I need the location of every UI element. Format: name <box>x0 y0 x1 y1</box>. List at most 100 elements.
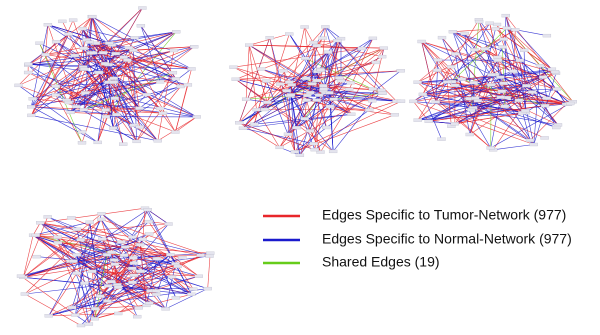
node <box>447 65 455 68</box>
node <box>86 221 94 224</box>
node <box>365 109 373 112</box>
node <box>36 221 44 224</box>
node <box>105 42 113 45</box>
node <box>159 112 167 115</box>
node <box>94 141 102 144</box>
node <box>539 76 547 79</box>
node <box>310 142 318 145</box>
node <box>110 77 118 80</box>
node <box>143 93 151 96</box>
node <box>67 111 75 114</box>
node <box>358 47 366 50</box>
legend-label: Edges Specific to Tumor-Network (977) <box>322 207 566 223</box>
node <box>503 27 511 30</box>
node <box>144 208 152 211</box>
node <box>65 33 73 36</box>
node <box>86 41 94 44</box>
node <box>172 30 180 33</box>
node <box>33 255 41 258</box>
node <box>98 238 106 241</box>
node <box>303 99 311 102</box>
node <box>89 51 97 54</box>
node <box>64 101 72 104</box>
node <box>467 109 475 112</box>
node <box>488 73 496 76</box>
node <box>153 257 161 260</box>
node <box>319 84 327 87</box>
node <box>112 113 120 116</box>
node <box>443 80 451 83</box>
node <box>257 68 265 71</box>
node <box>414 81 422 84</box>
node <box>52 40 60 43</box>
node <box>322 126 330 129</box>
node <box>253 108 261 111</box>
edge <box>246 45 249 99</box>
node <box>121 246 129 249</box>
node <box>500 38 508 41</box>
node <box>493 56 501 59</box>
node <box>77 324 85 327</box>
node <box>500 82 508 85</box>
node <box>330 98 338 101</box>
network <box>17 207 214 327</box>
node <box>101 62 109 65</box>
node <box>530 143 538 146</box>
node <box>109 127 117 130</box>
node <box>372 61 380 64</box>
node <box>283 89 291 92</box>
node <box>54 236 62 239</box>
node <box>171 131 179 134</box>
node <box>125 46 133 49</box>
node <box>172 296 180 299</box>
node <box>235 121 243 124</box>
figure: Edges Specific to Tumor-Network (977) Ed… <box>0 0 600 335</box>
node <box>70 260 78 263</box>
node <box>466 133 474 136</box>
edge <box>158 117 197 141</box>
node <box>347 113 355 116</box>
node <box>498 46 506 49</box>
node <box>108 251 116 254</box>
legend-label: Edges Specific to Normal-Network (977) <box>322 231 572 247</box>
node <box>109 81 117 84</box>
node <box>494 59 502 62</box>
node <box>276 83 284 86</box>
node <box>133 140 141 143</box>
node <box>313 44 321 47</box>
node <box>470 81 478 84</box>
node <box>337 79 345 82</box>
edge <box>175 85 188 132</box>
node <box>88 270 96 273</box>
node <box>138 7 146 10</box>
node <box>481 47 489 50</box>
node <box>73 272 81 275</box>
node <box>189 288 197 291</box>
node <box>301 26 309 29</box>
node <box>471 97 479 100</box>
node <box>242 98 250 101</box>
node <box>154 139 162 142</box>
edge <box>243 128 314 143</box>
node <box>250 123 258 126</box>
node <box>72 105 80 108</box>
node <box>409 100 417 103</box>
node <box>128 236 136 239</box>
edge <box>413 82 447 102</box>
node <box>492 27 500 30</box>
node <box>68 306 76 309</box>
node <box>103 300 111 303</box>
node <box>98 212 106 215</box>
node <box>80 68 88 71</box>
node <box>432 101 440 104</box>
node <box>263 101 271 104</box>
node <box>195 275 203 278</box>
node <box>522 84 530 87</box>
node <box>193 115 201 118</box>
node <box>21 293 29 296</box>
node <box>152 289 160 292</box>
node <box>170 49 178 52</box>
node <box>117 241 125 244</box>
node <box>131 36 139 39</box>
network <box>409 14 576 151</box>
